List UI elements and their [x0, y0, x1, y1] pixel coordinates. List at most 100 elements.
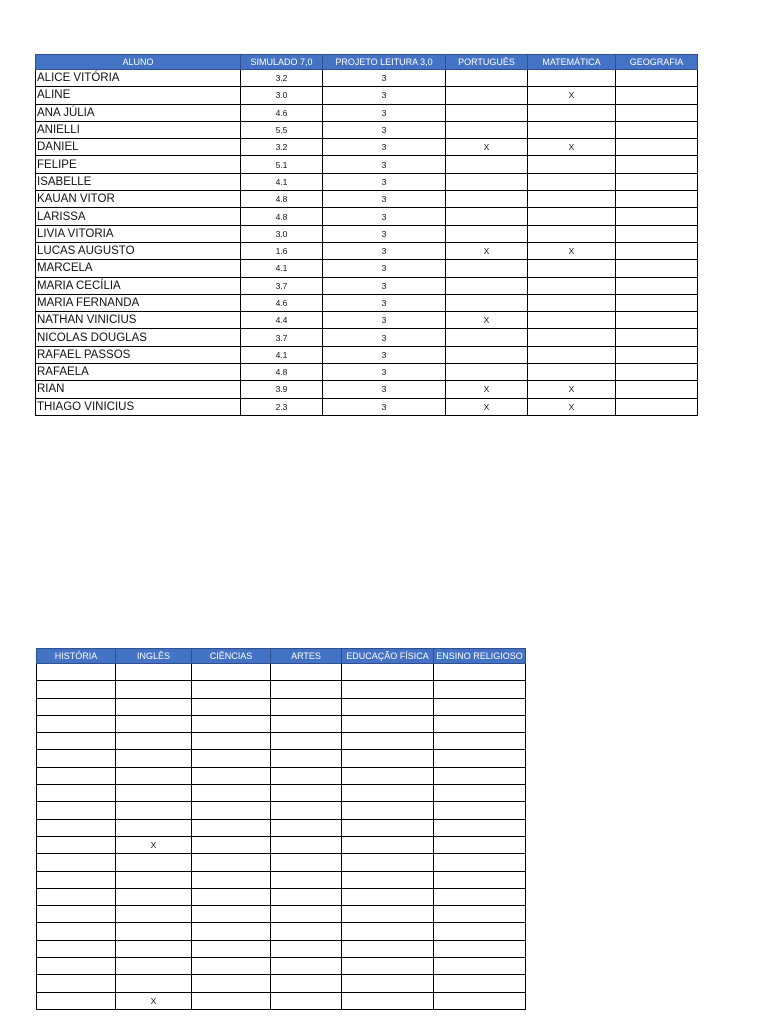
cell[interactable]: [115, 974, 192, 993]
cell[interactable]: [445, 120, 528, 140]
cell[interactable]: [341, 732, 434, 751]
cell[interactable]: 3.2: [240, 138, 323, 157]
cell[interactable]: [433, 662, 526, 682]
cell[interactable]: [36, 887, 116, 907]
column-header[interactable]: CIÊNCIAS: [191, 648, 271, 664]
cell[interactable]: [445, 363, 528, 382]
cell[interactable]: [270, 818, 342, 837]
cell[interactable]: [191, 853, 271, 872]
student-name-cell[interactable]: LARISSA: [35, 207, 241, 226]
cell[interactable]: [270, 835, 342, 855]
cell[interactable]: [191, 732, 271, 751]
cell[interactable]: [270, 697, 342, 716]
student-name-cell[interactable]: LIVIA VITORIA: [35, 224, 241, 243]
column-header[interactable]: PORTUGUÊS: [445, 54, 528, 70]
column-header[interactable]: ALUNO: [35, 54, 241, 70]
cell[interactable]: [433, 818, 526, 837]
cell[interactable]: [270, 766, 342, 786]
cell[interactable]: [341, 870, 434, 889]
cell[interactable]: [445, 224, 528, 243]
cell[interactable]: 4.8: [240, 207, 323, 226]
student-name-cell[interactable]: MARIA FERNANDA: [35, 293, 241, 313]
cell[interactable]: [36, 680, 116, 699]
cell[interactable]: 5.5: [240, 120, 323, 140]
cell[interactable]: [341, 853, 434, 872]
cell[interactable]: 3: [322, 363, 446, 382]
cell[interactable]: [445, 68, 528, 88]
cell[interactable]: 3.9: [240, 380, 323, 399]
cell[interactable]: 3: [322, 328, 446, 347]
cell[interactable]: [527, 328, 616, 347]
cell[interactable]: [433, 870, 526, 889]
cell[interactable]: [445, 293, 528, 313]
cell[interactable]: 3: [322, 224, 446, 243]
cell[interactable]: [36, 697, 116, 716]
student-name-cell[interactable]: ISABELLE: [35, 172, 241, 192]
cell[interactable]: [191, 974, 271, 993]
column-header[interactable]: HISTÓRIA: [36, 648, 116, 664]
cell[interactable]: [527, 103, 616, 122]
cell[interactable]: [270, 870, 342, 889]
column-header[interactable]: INGLÊS: [115, 648, 192, 664]
cell[interactable]: [433, 957, 526, 976]
student-name-cell[interactable]: MARIA CECÍLIA: [35, 276, 241, 295]
cell[interactable]: [615, 103, 698, 122]
student-name-cell[interactable]: NICOLAS DOUGLAS: [35, 328, 241, 347]
student-name-cell[interactable]: ANA JÚLIA: [35, 103, 241, 122]
cell[interactable]: [341, 887, 434, 907]
cell[interactable]: [615, 259, 698, 278]
student-name-cell[interactable]: FELIPE: [35, 155, 241, 174]
cell[interactable]: 3: [322, 311, 446, 330]
cell[interactable]: [191, 766, 271, 786]
cell[interactable]: [270, 732, 342, 751]
cell[interactable]: [191, 662, 271, 682]
cell[interactable]: 3: [322, 86, 446, 105]
cell[interactable]: [445, 345, 528, 365]
cell[interactable]: [527, 120, 616, 140]
student-name-cell[interactable]: MARCELA: [35, 259, 241, 278]
cell[interactable]: [615, 190, 698, 209]
cell[interactable]: [191, 887, 271, 907]
cell[interactable]: X: [527, 86, 616, 105]
cell[interactable]: [433, 766, 526, 786]
cell[interactable]: [115, 662, 192, 682]
cell[interactable]: [36, 922, 116, 941]
cell[interactable]: [615, 172, 698, 192]
cell[interactable]: 4.4: [240, 311, 323, 330]
cell[interactable]: [270, 922, 342, 941]
cell[interactable]: [115, 853, 192, 872]
cell[interactable]: [615, 138, 698, 157]
cell[interactable]: [115, 697, 192, 716]
cell[interactable]: 3: [322, 190, 446, 209]
cell[interactable]: [615, 224, 698, 243]
cell[interactable]: [341, 835, 434, 855]
cell[interactable]: [341, 680, 434, 699]
cell[interactable]: X: [527, 241, 616, 261]
cell[interactable]: [115, 818, 192, 837]
cell[interactable]: [445, 155, 528, 174]
student-name-cell[interactable]: KAUAN VITOR: [35, 190, 241, 209]
cell[interactable]: [445, 103, 528, 122]
cell[interactable]: X: [445, 397, 528, 416]
cell[interactable]: 3: [322, 138, 446, 157]
cell[interactable]: [191, 818, 271, 837]
cell[interactable]: X: [445, 380, 528, 399]
cell[interactable]: [270, 939, 342, 959]
cell[interactable]: 3: [322, 293, 446, 313]
cell[interactable]: [270, 714, 342, 734]
cell[interactable]: [191, 801, 271, 820]
cell[interactable]: [433, 922, 526, 941]
cell[interactable]: [36, 853, 116, 872]
cell[interactable]: [433, 749, 526, 768]
cell[interactable]: [433, 974, 526, 993]
cell[interactable]: [615, 241, 698, 261]
cell[interactable]: [191, 697, 271, 716]
cell[interactable]: [341, 784, 434, 803]
cell[interactable]: [270, 749, 342, 768]
cell[interactable]: 3: [322, 155, 446, 174]
cell[interactable]: [341, 662, 434, 682]
cell[interactable]: X: [527, 380, 616, 399]
cell[interactable]: [270, 784, 342, 803]
cell[interactable]: X: [445, 311, 528, 330]
cell[interactable]: [36, 905, 116, 924]
